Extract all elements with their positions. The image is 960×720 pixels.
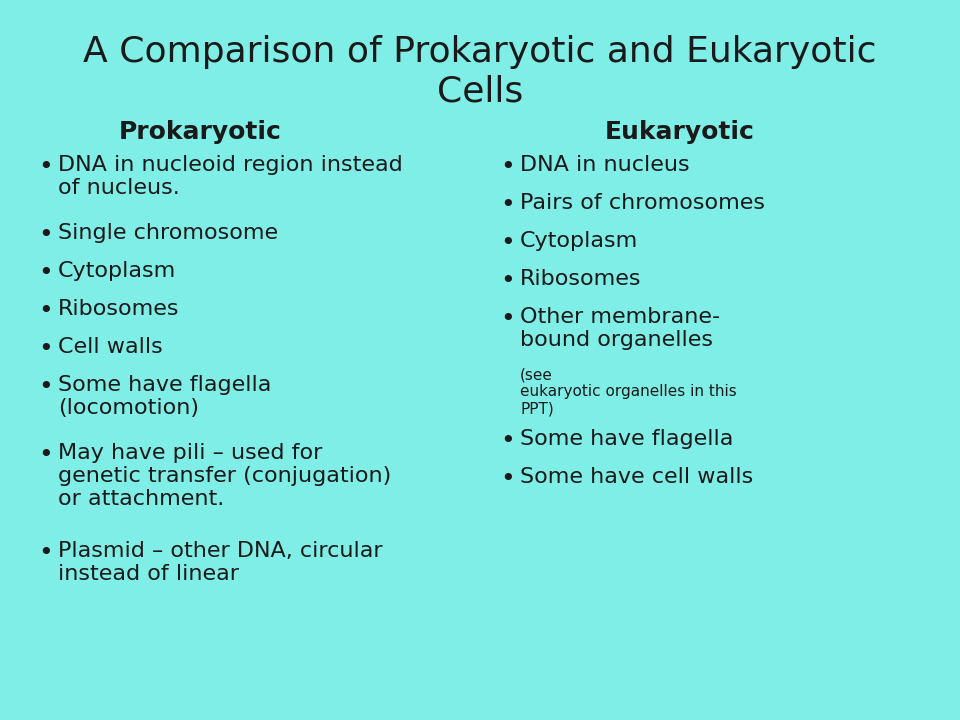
Text: •: • [38,299,53,323]
Text: Some have cell walls: Some have cell walls [520,467,754,487]
Text: Eukaryotic: Eukaryotic [605,120,755,144]
Text: Other membrane-
bound organelles: Other membrane- bound organelles [520,307,720,350]
Text: •: • [38,337,53,361]
Text: Ribosomes: Ribosomes [58,299,180,319]
Text: Single chromosome: Single chromosome [58,223,278,243]
Text: •: • [500,467,515,491]
Text: Some have flagella: Some have flagella [520,429,733,449]
Text: •: • [38,443,53,467]
Text: (see
eukaryotic organelles in this
PPT): (see eukaryotic organelles in this PPT) [520,367,736,417]
Text: DNA in nucleus: DNA in nucleus [520,155,689,175]
Text: Cell walls: Cell walls [58,337,163,357]
Text: DNA in nucleoid region instead
of nucleus.: DNA in nucleoid region instead of nucleu… [58,155,403,198]
Text: Plasmid – other DNA, circular
instead of linear: Plasmid – other DNA, circular instead of… [58,541,383,584]
Text: •: • [38,375,53,399]
Text: •: • [500,231,515,255]
Text: •: • [500,429,515,453]
Text: •: • [500,155,515,179]
Text: •: • [38,541,53,565]
Text: •: • [500,307,515,331]
Text: •: • [500,193,515,217]
Text: Some have flagella
(locomotion): Some have flagella (locomotion) [58,375,272,418]
Text: •: • [38,261,53,285]
Text: Cytoplasm: Cytoplasm [58,261,177,281]
Text: Ribosomes: Ribosomes [520,269,641,289]
Text: •: • [500,269,515,293]
Text: A Comparison of Prokaryotic and Eukaryotic
Cells: A Comparison of Prokaryotic and Eukaryot… [84,35,876,109]
Text: May have pili – used for
genetic transfer (conjugation)
or attachment.: May have pili – used for genetic transfe… [58,443,392,510]
Text: Pairs of chromosomes: Pairs of chromosomes [520,193,765,213]
Text: •: • [38,155,53,179]
Text: •: • [38,223,53,247]
Text: Cytoplasm: Cytoplasm [520,231,638,251]
Text: Prokaryotic: Prokaryotic [119,120,281,144]
